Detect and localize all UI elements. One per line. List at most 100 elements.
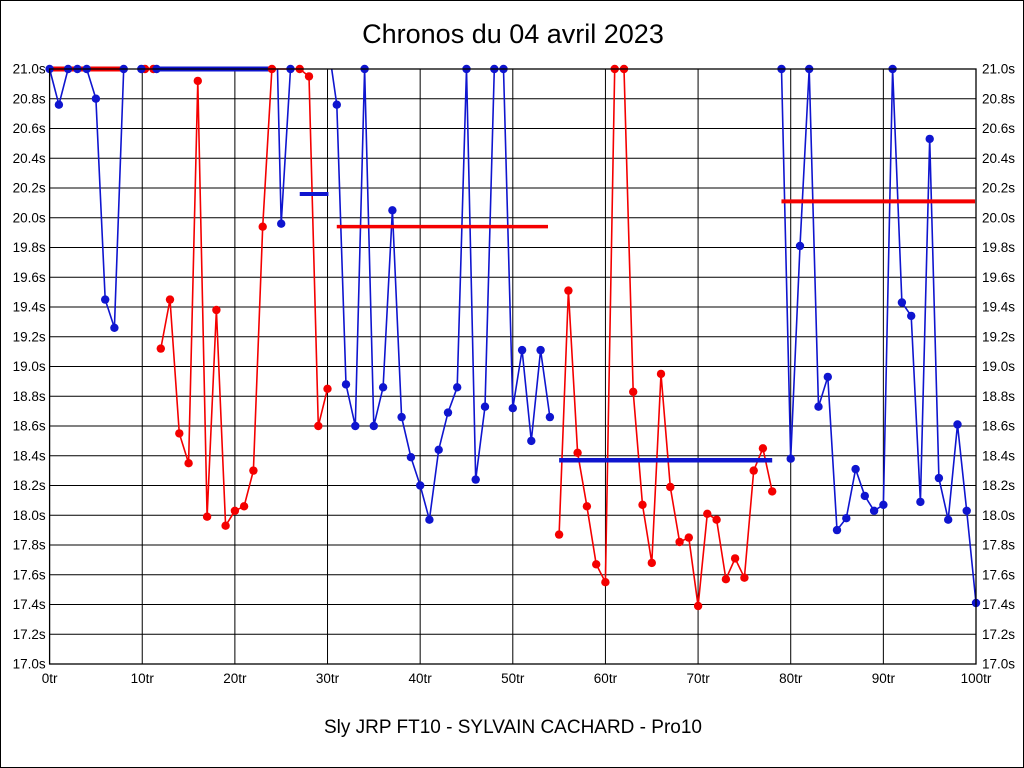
blue-chrono-marker [453,383,462,392]
blue-chrono-marker [786,454,795,463]
red-chrono-marker [165,295,175,304]
y-tick-label-right: 18.8s [982,389,1015,404]
red-chrono-marker [156,344,165,353]
blue-chrono-marker [545,412,555,422]
blue-chrono-segment [780,68,977,604]
y-tick-label-right: 17.4s [982,597,1015,612]
red-chrono-marker [638,500,647,509]
blue-chrono-marker [795,241,805,251]
red-chrono-marker [703,509,712,518]
y-tick-label-left: 20.6s [13,121,46,136]
y-tick-label-right: 19.2s [982,329,1015,344]
y-tick-label-left: 18.4s [13,448,46,463]
blue-chrono-marker [416,481,425,490]
y-tick-label-right: 18.2s [982,478,1015,493]
gridlines [49,69,976,664]
y-tick-label-left: 18.6s [13,419,46,434]
x-tick-label: 0tr [42,671,58,686]
blue-chrono-marker [925,134,934,144]
y-tick-label-left: 17.6s [13,567,46,582]
red-chrono-marker [184,459,193,468]
red-chrono-segment [558,68,773,607]
y-tick-label-left: 19.2s [13,329,46,344]
blue-chrono-marker [341,380,351,389]
blue-chrono-marker [907,311,916,321]
x-tick-label: 60tr [594,671,618,686]
blue-chrono-marker [425,515,434,524]
y-tick-label-right: 18.0s [982,508,1015,523]
red-chrono-segment [160,68,329,529]
y-tick-label-right: 18.6s [982,419,1015,434]
blue-chrono-marker [54,100,64,109]
y-tick-label-left: 18.0s [13,508,46,523]
x-axis-labels: 0tr 10tr 20tr 30tr 40tr 50tr 60tr 70tr 80tr 90tr 1… [42,671,992,686]
y-tick-label-left: 19.0s [13,359,46,374]
blue-chrono-marker [351,421,360,431]
blue-chrono-marker [110,323,119,332]
blue-chrono-marker [842,514,851,523]
red-chrono-marker [564,286,573,295]
blue-chrono-marker [536,345,545,355]
y-tick-label-left: 17.8s [13,538,46,553]
blue-chrono-marker [879,500,888,509]
red-chrono-marker [712,515,721,524]
chart-title: Chronos du 04 avril 2023 [362,19,664,49]
y-tick-label-right: 20.8s [982,91,1015,106]
red-chrono-marker [304,72,314,81]
blue-chrono-marker [388,206,397,215]
blue-chrono-marker [369,421,378,431]
y-tick-label-right: 17.6s [982,567,1015,582]
red-chrono-marker [258,222,267,231]
blue-chrono-marker [814,402,823,411]
chart-subtitle: Sly JRP FT10 - SYLVAIN CACHARD - Pro10 [324,717,702,738]
y-tick-label-left: 19.4s [13,300,46,315]
red-chrono-marker [239,502,249,511]
y-tick-label-right: 19.6s [982,270,1015,285]
y-tick-label-left: 20.4s [13,151,46,166]
red-chrono-marker [629,387,638,396]
blue-chrono-marker [962,506,971,515]
y-tick-label-left: 17.4s [13,597,46,612]
red-chrono-marker [554,530,564,539]
blue-chrono-marker [480,402,490,411]
blue-chrono-marker [471,475,480,484]
red-chrono-marker [768,487,777,496]
blue-chrono-marker [443,408,453,417]
y-tick-label-right: 17.2s [982,627,1015,642]
x-tick-label: 90tr [872,671,896,686]
y-tick-label-left: 18.2s [13,478,46,493]
blue-chrono-marker [527,436,536,446]
y-tick-label-left: 21.0s [13,62,46,77]
x-tick-label: 70tr [686,671,710,686]
plot-border [48,68,977,665]
blue-chrono-marker [869,506,879,515]
red-chrono-marker [592,560,601,569]
y-tick-label-right: 20.2s [982,181,1015,196]
blue-chrono-marker [953,420,962,429]
y-tick-label-left: 20.8s [13,91,46,106]
red-chrono-marker [675,537,684,547]
y-tick-label-left: 19.8s [13,240,46,255]
blue-chrono-marker [934,473,944,483]
blue-chrono-marker [397,412,406,422]
red-chrono-marker [730,554,740,563]
blue-chrono-marker [277,219,286,228]
blue-chrono-marker [944,515,953,524]
y-tick-label-left: 19.6s [13,270,46,285]
red-chrono-marker [721,575,731,584]
red-chrono-marker [693,601,703,611]
red-chrono-marker [230,506,240,515]
y-tick-label-right: 19.0s [982,359,1015,374]
blue-chrono-marker [823,372,832,382]
x-tick-label: 20tr [223,671,247,686]
x-tick-label: 40tr [409,671,433,686]
blue-chrono-marker [101,295,110,304]
y-tick-label-right: 17.8s [982,538,1015,553]
y-axis-labels: 21.0s 21.0s 20.8s 20.8s 20.6s 20.6s 20.4s 20.4s… [13,62,1016,672]
blue-chrono-marker [860,491,869,501]
y-tick-label-right: 17.0s [982,657,1015,672]
red-chrono-marker [212,305,221,315]
red-chrono-marker [175,429,184,438]
blue-chrono-marker [434,445,443,454]
